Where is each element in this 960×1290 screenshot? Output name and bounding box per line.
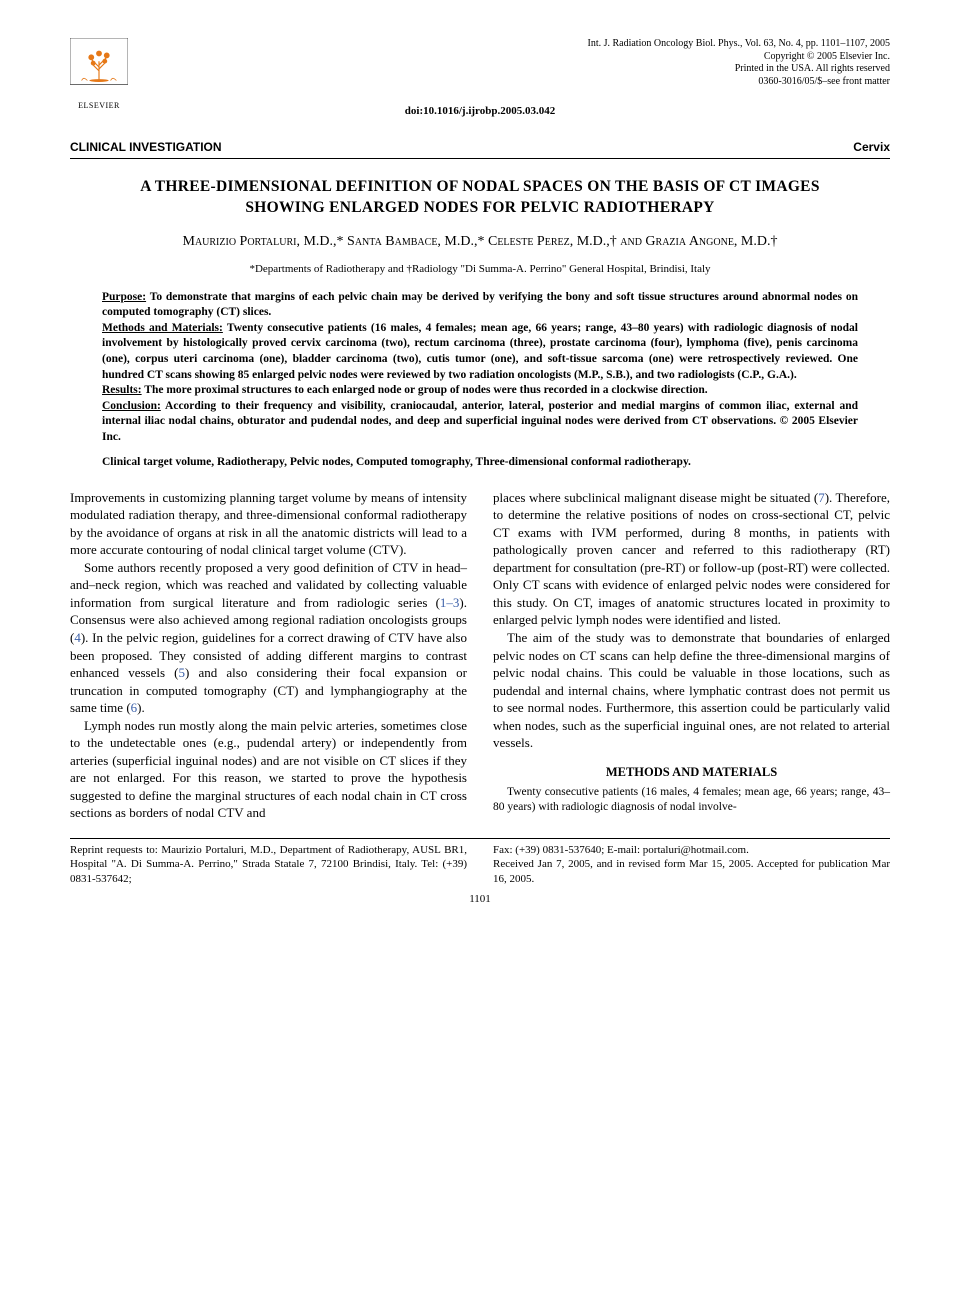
body-paragraph: Improvements in customizing planning tar… xyxy=(70,489,467,559)
header-row: ELSEVIER Int. J. Radiation Oncology Biol… xyxy=(70,38,890,96)
footnote-left: Reprint requests to: Maurizio Portaluri,… xyxy=(70,843,467,886)
left-column: Improvements in customizing planning tar… xyxy=(70,489,467,822)
body-paragraph: places where subclinical malignant disea… xyxy=(493,489,890,629)
page-number: 1101 xyxy=(70,892,890,906)
abstract-results: Results: The more proximal structures to… xyxy=(102,383,858,399)
abstract-conclusion: Conclusion: According to their frequency… xyxy=(102,399,858,446)
citation-line: Int. J. Radiation Oncology Biol. Phys., … xyxy=(587,38,890,51)
citation-block: Int. J. Radiation Oncology Biol. Phys., … xyxy=(587,38,890,88)
category-label: Cervix xyxy=(853,140,890,156)
abstract-purpose: Purpose: To demonstrate that margins of … xyxy=(102,290,858,321)
doi: doi:10.1016/j.ijrobp.2005.03.042 xyxy=(70,104,890,118)
right-column: places where subclinical malignant disea… xyxy=(493,489,890,822)
publisher-label: ELSEVIER xyxy=(70,101,128,111)
authors: Maurizio Portaluri, M.D.,* Santa Bambace… xyxy=(70,233,890,252)
citation-line: Copyright © 2005 Elsevier Inc. xyxy=(587,51,890,64)
body-paragraph: Some authors recently proposed a very go… xyxy=(70,559,467,717)
section-label-row: CLINICAL INVESTIGATION Cervix xyxy=(70,140,890,159)
affiliations: *Departments of Radiotherapy and †Radiol… xyxy=(70,262,890,276)
methods-heading: METHODS AND MATERIALS xyxy=(493,764,890,781)
body-paragraph: Lymph nodes run mostly along the main pe… xyxy=(70,717,467,822)
keywords: Clinical target volume, Radiotherapy, Pe… xyxy=(102,455,858,471)
footnote-block: Reprint requests to: Maurizio Portaluri,… xyxy=(70,838,890,886)
citation-line: Printed in the USA. All rights reserved xyxy=(587,63,890,76)
methods-paragraph: Twenty consecutive patients (16 males, 4… xyxy=(493,785,890,816)
body-paragraph: The aim of the study was to demonstrate … xyxy=(493,629,890,752)
section-label: CLINICAL INVESTIGATION xyxy=(70,140,222,156)
publisher-logo: ELSEVIER xyxy=(70,38,128,96)
citation-line: 0360-3016/05/$–see front matter xyxy=(587,76,890,89)
article-title: A THREE-DIMENSIONAL DEFINITION OF NODAL … xyxy=(110,177,850,219)
abstract-block: Purpose: To demonstrate that margins of … xyxy=(102,290,858,445)
elsevier-tree-icon xyxy=(70,38,128,96)
body-columns: Improvements in customizing planning tar… xyxy=(70,489,890,822)
abstract-methods: Methods and Materials: Twenty consecutiv… xyxy=(102,321,858,383)
footnote-right: Fax: (+39) 0831-537640; E-mail: portalur… xyxy=(493,843,890,886)
